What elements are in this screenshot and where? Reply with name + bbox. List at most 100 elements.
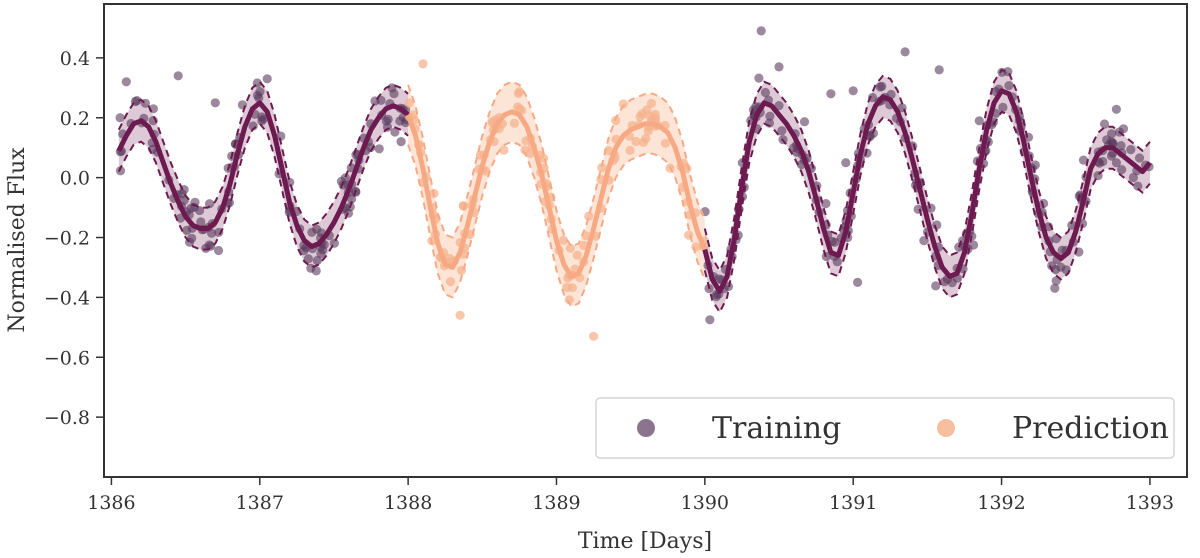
training-point bbox=[1116, 141, 1126, 151]
y-tick-label: −0.6 bbox=[44, 347, 90, 369]
training-point bbox=[254, 93, 264, 103]
training-mean-line-1 bbox=[702, 88, 1152, 294]
prediction-point bbox=[455, 310, 465, 320]
prediction-point bbox=[597, 163, 607, 173]
legend: Training Prediction bbox=[595, 397, 1175, 459]
training-point bbox=[875, 82, 885, 92]
prediction-point bbox=[520, 145, 530, 155]
training-point bbox=[374, 144, 384, 154]
training-point bbox=[121, 77, 131, 87]
x-tick-label: 1386 bbox=[87, 492, 135, 514]
prediction-point bbox=[567, 283, 577, 293]
prediction-point bbox=[514, 87, 525, 97]
prediction-point bbox=[458, 201, 468, 211]
training-point bbox=[841, 158, 851, 168]
training-point bbox=[173, 71, 183, 81]
training-point bbox=[853, 277, 863, 287]
training-point bbox=[276, 131, 286, 141]
prediction-point bbox=[635, 112, 645, 122]
training-point bbox=[799, 117, 810, 127]
training-point bbox=[182, 225, 192, 235]
training-point bbox=[390, 127, 400, 137]
training-upper-bound-1 bbox=[703, 68, 1151, 273]
prediction-lower-bound bbox=[407, 140, 706, 308]
training-point bbox=[1050, 283, 1060, 293]
x-tick-label: 1390 bbox=[681, 492, 729, 514]
training-point bbox=[821, 199, 831, 209]
training-point bbox=[214, 245, 224, 256]
legend-label-training: Training bbox=[712, 411, 841, 446]
legend-label-prediction: Prediction bbox=[1012, 411, 1169, 446]
training-point bbox=[1067, 220, 1077, 230]
prediction-point bbox=[589, 331, 599, 341]
training-point bbox=[389, 89, 399, 99]
scatter-points bbox=[115, 26, 1154, 341]
training-point bbox=[207, 228, 217, 238]
training-point bbox=[1133, 181, 1143, 191]
training-lower-bound-0 bbox=[117, 122, 409, 269]
prediction-point bbox=[660, 138, 671, 148]
prediction-point bbox=[641, 134, 651, 144]
training-point bbox=[826, 89, 836, 99]
training-point bbox=[848, 86, 858, 96]
training-point bbox=[347, 194, 357, 204]
training-point bbox=[934, 65, 944, 75]
training-point bbox=[210, 98, 220, 108]
prediction-point bbox=[446, 277, 456, 287]
y-axis-label: Normalised Flux bbox=[5, 147, 30, 333]
training-point bbox=[774, 62, 784, 72]
prediction-point bbox=[513, 102, 523, 112]
training-point bbox=[201, 243, 211, 253]
training-point bbox=[303, 254, 313, 264]
training-point bbox=[1107, 129, 1117, 139]
training-point bbox=[381, 116, 391, 126]
prediction-point bbox=[625, 145, 635, 155]
training-point bbox=[115, 113, 125, 123]
y-axis-ticks: 0.4 0.2 0.0 −0.2 −0.4 −0.6 −0.8 bbox=[44, 48, 104, 429]
training-point bbox=[756, 26, 766, 36]
training-point bbox=[705, 315, 715, 325]
training-upper-bound-0 bbox=[117, 80, 409, 227]
training-point bbox=[1111, 104, 1121, 114]
training-point bbox=[998, 102, 1008, 112]
x-tick-label: 1393 bbox=[1126, 492, 1174, 514]
x-axis-label: Time [Days] bbox=[578, 529, 712, 554]
y-tick-label: −0.2 bbox=[44, 228, 90, 250]
training-point bbox=[340, 173, 350, 183]
training-point bbox=[1098, 156, 1108, 167]
plot-frame bbox=[103, 3, 1188, 478]
prediction-point bbox=[646, 98, 657, 108]
y-tick-label: 0.2 bbox=[60, 108, 90, 130]
prediction-mean-line bbox=[405, 109, 708, 279]
training-point bbox=[754, 73, 764, 83]
x-tick-label: 1391 bbox=[829, 492, 877, 514]
x-axis-ticks: 1386 1387 1388 1389 1390 1391 1392 1393 bbox=[87, 477, 1174, 514]
training-point bbox=[1126, 145, 1136, 155]
training-point bbox=[1078, 155, 1089, 165]
prediction-point bbox=[418, 59, 428, 69]
prediction-point bbox=[565, 243, 575, 253]
training-point bbox=[396, 137, 406, 147]
prediction-point bbox=[631, 136, 641, 147]
training-lower-bound-1 bbox=[703, 110, 1151, 315]
prediction-point bbox=[499, 145, 509, 155]
training-point bbox=[1134, 153, 1145, 163]
training-point bbox=[931, 281, 941, 291]
y-tick-label: 0.4 bbox=[60, 48, 90, 70]
training-point bbox=[760, 87, 771, 98]
prediction-point bbox=[559, 235, 569, 245]
training-point bbox=[777, 126, 787, 136]
plot-layer bbox=[115, 26, 1154, 341]
training-point bbox=[774, 101, 784, 111]
prediction-point bbox=[564, 295, 574, 305]
training-point bbox=[204, 199, 215, 209]
training-point bbox=[196, 217, 206, 227]
prediction-point bbox=[404, 98, 414, 108]
training-point bbox=[1050, 265, 1061, 275]
x-tick-label: 1389 bbox=[532, 492, 580, 514]
prediction-point bbox=[618, 99, 628, 109]
training-point bbox=[832, 257, 842, 267]
training-point bbox=[262, 74, 272, 84]
training-point bbox=[1128, 172, 1138, 183]
